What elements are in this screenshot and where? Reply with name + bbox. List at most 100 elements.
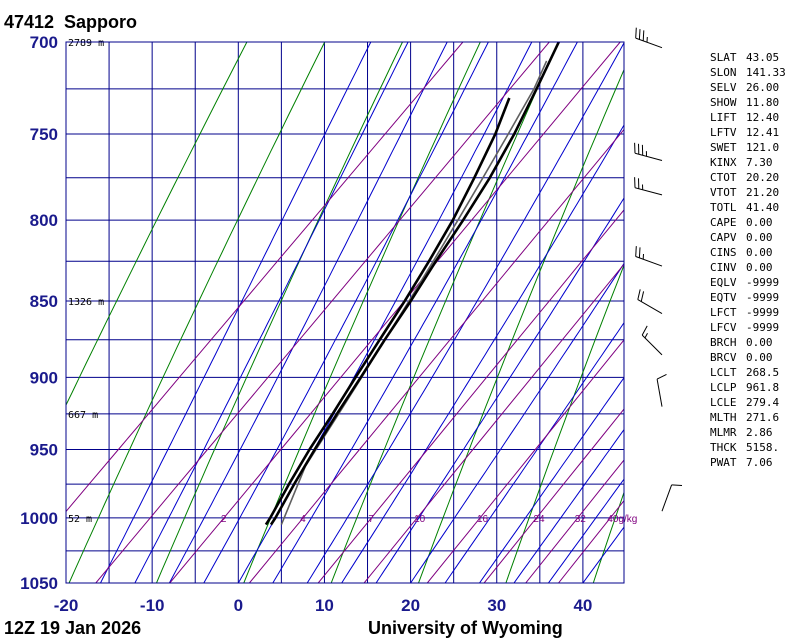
dry-adiabat: [66, 42, 248, 407]
mixing-ratio-label: 24: [533, 514, 545, 525]
barb-staff: [635, 256, 663, 267]
index-row: CTOT 20.20: [710, 170, 796, 185]
wind-barb: [656, 373, 667, 407]
height-label: 52 m: [68, 514, 92, 525]
index-key: LCLE: [710, 396, 737, 409]
mixing-ratio-label: 16: [477, 514, 489, 525]
barb-staff: [637, 299, 663, 314]
index-value: 41.40: [746, 201, 780, 214]
index-key: EQTV: [710, 291, 737, 304]
index-value: 12.40: [746, 111, 780, 124]
index-value: -9999: [746, 291, 780, 304]
index-key: BRCV: [710, 351, 737, 364]
index-key: TOTL: [710, 201, 737, 214]
moist-adiabat: [410, 262, 624, 583]
dewpoint-profile-line: [264, 97, 511, 526]
index-row: CAPV 0.00: [710, 230, 796, 245]
index-row: THCK 5158.: [710, 440, 796, 455]
mixing-ratio-line: [66, 42, 464, 513]
index-value: 26.00: [746, 81, 780, 94]
barb-flag: [638, 247, 641, 258]
index-key: LFTV: [710, 126, 737, 139]
index-value: 2.86: [746, 426, 773, 439]
index-row: CINV 0.00: [710, 260, 796, 275]
chart-frame: [65, 41, 625, 584]
index-value: 20.20: [746, 171, 780, 184]
pressure-tick-label: 700: [30, 33, 58, 52]
index-value: 21.20: [746, 186, 780, 199]
moist-adiabat: [134, 42, 409, 583]
moist-adiabat: [100, 42, 372, 583]
index-key: CINV: [710, 261, 737, 274]
pressure-tick-label: 750: [30, 125, 58, 144]
index-value: 271.6: [746, 411, 780, 424]
barb-flag: [671, 484, 683, 486]
index-value: 0.00: [746, 261, 773, 274]
index-row: CINS 0.00: [710, 245, 796, 260]
moist-adiabat: [479, 376, 624, 583]
index-row: SLAT 43.05: [710, 50, 796, 65]
barb-flag: [641, 325, 648, 336]
mixing-ratio-label: 4: [300, 514, 306, 525]
index-value: 7.30: [746, 156, 773, 169]
index-value: 11.80: [746, 96, 780, 109]
pressure-tick-label: 1000: [20, 509, 58, 528]
index-value: -9999: [746, 306, 780, 319]
index-key: EQLV: [710, 276, 737, 289]
index-key: VTOT: [710, 186, 737, 199]
index-key: LFCV: [710, 321, 737, 334]
index-key: CTOT: [710, 171, 737, 184]
index-value: 0.00: [746, 246, 773, 259]
dry-adiabat: [418, 68, 624, 583]
index-value: 12.41: [746, 126, 780, 139]
index-key: KINX: [710, 156, 737, 169]
index-value: 43.05: [746, 51, 780, 64]
mixing-ratio-line: [426, 339, 624, 583]
index-key: LCLT: [710, 366, 737, 379]
index-row: LFTV 12.41: [710, 125, 796, 140]
index-key: LCLP: [710, 381, 737, 394]
wind-barbs: [634, 27, 683, 512]
index-row: MLMR 2.86: [710, 425, 796, 440]
credit-label: University of Wyoming: [368, 618, 563, 638]
temperature-profile-line: [269, 42, 560, 526]
index-value: 141.33: [746, 66, 786, 79]
mixing-ratio-line: [249, 128, 624, 583]
wind-barb: [634, 177, 663, 196]
index-row: MLTH 271.6: [710, 410, 796, 425]
index-value: 279.4: [746, 396, 780, 409]
barb-staff: [661, 484, 673, 512]
height-label: 667 m: [68, 410, 98, 421]
temperature-tick-label: 0: [234, 596, 243, 615]
pressure-tick-label: 850: [30, 292, 58, 311]
temperature-tick-label: 30: [487, 596, 506, 615]
moist-adiabat: [168, 42, 448, 583]
index-key: LIFT: [710, 111, 737, 124]
index-key: SLON: [710, 66, 737, 79]
barb-staff: [656, 379, 663, 407]
mixing-ratio-line: [483, 408, 624, 583]
index-row: SHOW 11.80: [710, 95, 796, 110]
index-key: SHOW: [710, 96, 737, 109]
moist-adiabat: [306, 42, 624, 583]
temperature-tick-label: 20: [401, 596, 420, 615]
index-row: PWAT 7.06: [710, 455, 796, 470]
index-row: CAPE 0.00: [710, 215, 796, 230]
index-value: 0.00: [746, 336, 773, 349]
index-row: EQTV -9999: [710, 290, 796, 305]
index-row: BRCV 0.00: [710, 350, 796, 365]
index-row: LCLP 961.8: [710, 380, 796, 395]
index-value: 268.5: [746, 366, 780, 379]
mixing-ratio-line: [95, 42, 550, 583]
index-row: SLON 141.33: [710, 65, 796, 80]
index-value: 5158.: [746, 441, 780, 454]
wind-barb: [641, 325, 663, 356]
station-id: 47412: [4, 12, 54, 32]
mixing-ratio-label: 40g/kg: [607, 514, 637, 525]
index-row: SWET 121.0: [710, 140, 796, 155]
station-name: Sapporo: [64, 12, 137, 32]
pressure-tick-label: 800: [30, 211, 58, 230]
sounding-indices: SLAT 43.05 SLON 141.33 SELV 26.00 SHOW 11.80 LIF…: [710, 50, 796, 470]
barb-half-flag: [644, 333, 648, 339]
